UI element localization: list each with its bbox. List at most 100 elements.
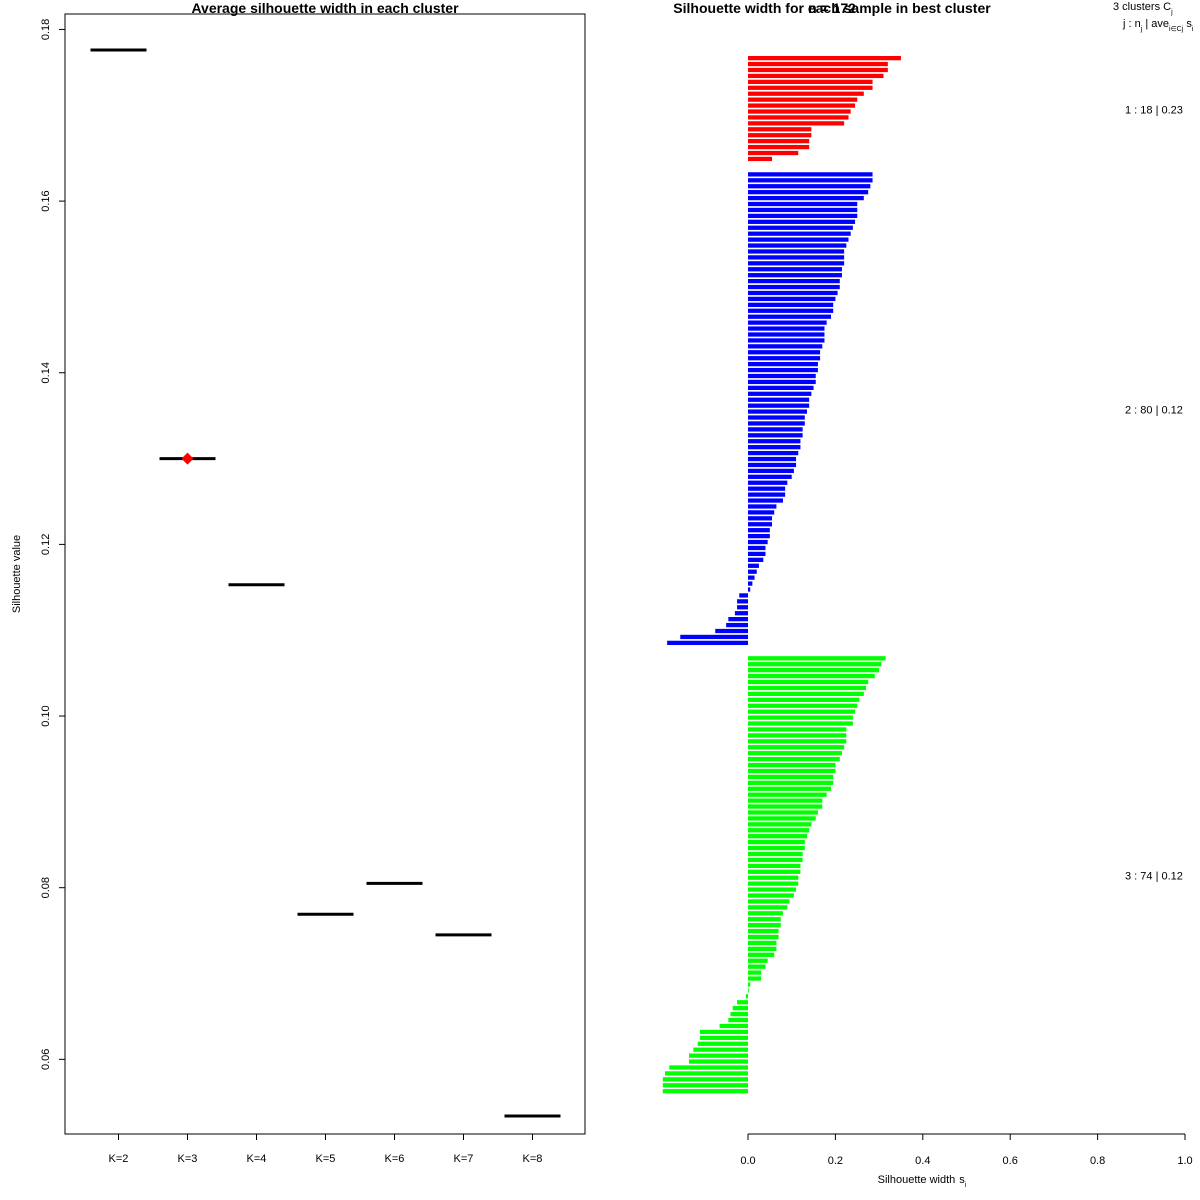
silhouette-bar-cluster-3 — [748, 875, 799, 880]
silhouette-bar-cluster-3 — [737, 1000, 748, 1005]
silhouette-bar-cluster-1 — [748, 150, 799, 156]
silhouette-bar-cluster-2 — [748, 308, 834, 313]
silhouette-bar-cluster-2 — [748, 302, 834, 307]
silhouette-bar-cluster-3 — [748, 863, 801, 868]
right-x-axis-label-sub: i — [965, 1182, 967, 1189]
right-chart-title-overlap: n = 172 — [808, 0, 856, 16]
avg-silhouette-panel: Average silhouette width in each cluster… — [11, 0, 586, 1165]
silhouette-bar-cluster-3 — [748, 756, 840, 762]
silhouette-bar-cluster-3 — [748, 668, 880, 673]
best-k-marker — [181, 452, 194, 465]
silhouette-bar-cluster-2 — [748, 450, 799, 456]
silhouette-bar-cluster-2 — [748, 474, 792, 479]
legend-header-line2-suffix: s — [1183, 18, 1192, 30]
silhouette-bar-cluster-3 — [748, 840, 805, 845]
right-x-tick-label: 0.6 — [1003, 1155, 1018, 1167]
cluster-legend-header: 3 clusters Cj j : nj | avei∈Cj si — [1113, 1, 1194, 33]
left-x-tick-label: K=7 — [454, 1153, 474, 1165]
silhouette-bar-cluster-2 — [728, 617, 748, 622]
right-x-tick-label: 0.0 — [740, 1155, 755, 1167]
left-x-tick-label: K=8 — [523, 1153, 543, 1165]
silhouette-bar-cluster-1 — [748, 79, 873, 84]
cluster-label-1: 1 : 18 | 0.23 — [1125, 104, 1183, 116]
silhouette-bar-cluster-3 — [730, 1011, 748, 1017]
left-y-tick-label: 0.16 — [40, 190, 52, 211]
silhouette-bar-cluster-3 — [748, 727, 847, 732]
silhouette-bar-cluster-3 — [728, 1017, 748, 1023]
silhouette-bar-cluster-2 — [748, 320, 827, 325]
silhouette-bar-cluster-2 — [748, 273, 842, 278]
right-x-tick-label: 1.0 — [1177, 1155, 1192, 1167]
silhouette-bar-cluster-2 — [748, 284, 840, 290]
silhouette-bar-cluster-2 — [748, 379, 816, 385]
left-y-tick-label: 0.18 — [40, 19, 52, 40]
silhouette-bar-cluster-2 — [748, 539, 768, 545]
legend-header-line1-sub: j — [1170, 9, 1173, 16]
silhouette-bar-cluster-1 — [748, 121, 845, 126]
cluster-labels: 1 : 18 | 0.23 2 : 80 | 0.12 3 : 74 | 0.12 — [1125, 104, 1183, 882]
silhouette-bar-cluster-2 — [748, 486, 786, 491]
silhouette-bar-cluster-3 — [748, 905, 788, 910]
silhouette-bar-cluster-2 — [748, 278, 840, 284]
silhouette-bar-cluster-3 — [745, 994, 748, 999]
legend-header-line2-prefix: j : n — [1122, 18, 1141, 30]
left-y-axis-label: Silhouette value — [11, 535, 23, 613]
silhouette-bar-cluster-3 — [662, 1077, 748, 1082]
silhouette-bar-cluster-3 — [748, 721, 853, 726]
silhouette-bar-cluster-3 — [748, 691, 864, 697]
left-x-axis: K=2 K=3 K=4 K=5 K=6 K=7 K=8 — [109, 1134, 543, 1165]
silhouette-bar-cluster-3 — [748, 798, 823, 803]
silhouette-bar-cluster-2 — [748, 178, 873, 183]
silhouette-bar-cluster-3 — [748, 928, 779, 934]
silhouette-bar-cluster-2 — [748, 219, 856, 224]
silhouette-bar-cluster-3 — [748, 733, 847, 738]
sample-silhouette-panel: n = 172 Silhouette width for each sample… — [662, 0, 1194, 1189]
silhouette-bar-cluster-2 — [748, 201, 858, 207]
silhouette-bar-cluster-2 — [748, 207, 858, 213]
silhouette-bar-cluster-2 — [748, 255, 845, 260]
right-x-axis: 0.0 0.2 0.4 0.6 0.8 1.0 — [740, 1134, 1193, 1167]
silhouette-bar-cluster-2 — [748, 415, 805, 420]
silhouette-bar-cluster-1 — [748, 97, 858, 102]
silhouette-bar-cluster-3 — [748, 988, 749, 993]
silhouette-bar-cluster-2 — [748, 533, 770, 539]
cluster-label-3: 3 : 74 | 0.12 — [1125, 871, 1183, 883]
left-y-tick-label: 0.14 — [40, 362, 52, 383]
silhouette-bar-cluster-2 — [748, 172, 873, 177]
silhouette-bar-cluster-2 — [726, 622, 748, 628]
silhouette-bar-cluster-1 — [748, 73, 884, 79]
silhouette-bar-cluster-3 — [748, 899, 790, 904]
silhouette-bar-cluster-3 — [748, 715, 853, 720]
silhouette-bar-cluster-3 — [748, 869, 801, 874]
legend-header-line2-sub-ave: i∈Cj — [1169, 26, 1184, 33]
silhouette-bar-cluster-2 — [748, 314, 832, 319]
silhouette-bar-cluster-3 — [748, 745, 845, 750]
silhouette-bar-cluster-2 — [739, 593, 748, 598]
silhouette-bar-cluster-1 — [748, 133, 812, 138]
silhouette-bar-cluster-2 — [748, 296, 836, 302]
silhouette-bar-cluster-3 — [748, 946, 777, 952]
silhouette-bar-cluster-2 — [748, 522, 773, 527]
silhouette-bar-cluster-3 — [748, 739, 847, 744]
silhouette-bar-cluster-3 — [748, 917, 781, 922]
left-x-tick-label: K=6 — [385, 1153, 405, 1165]
silhouette-bar-cluster-2 — [748, 439, 801, 444]
silhouette-bar-cluster-3 — [748, 851, 803, 857]
silhouette-bar-cluster-2 — [748, 492, 786, 497]
silhouette-bar-cluster-3 — [748, 656, 886, 661]
silhouette-bar-cluster-1 — [748, 103, 856, 108]
silhouette-bar-cluster-3 — [664, 1071, 748, 1076]
silhouette-bar-cluster-2 — [748, 195, 864, 201]
silhouette-bar-cluster-2 — [748, 445, 801, 450]
silhouette-bar-cluster-2 — [734, 611, 748, 616]
silhouette-bar-cluster-3 — [693, 1047, 748, 1052]
silhouette-bar-cluster-2 — [748, 213, 858, 219]
silhouette-bar-cluster-2 — [748, 462, 797, 468]
silhouette-bar-cluster-2 — [748, 557, 764, 562]
silhouette-bar-cluster-3 — [748, 709, 856, 714]
silhouette-bar-cluster-2 — [748, 563, 759, 568]
silhouette-bar-cluster-3 — [748, 762, 836, 768]
silhouette-bar-cluster-2 — [748, 421, 805, 426]
silhouette-bar-cluster-2 — [748, 231, 851, 236]
silhouette-bar-cluster-3 — [748, 768, 836, 774]
